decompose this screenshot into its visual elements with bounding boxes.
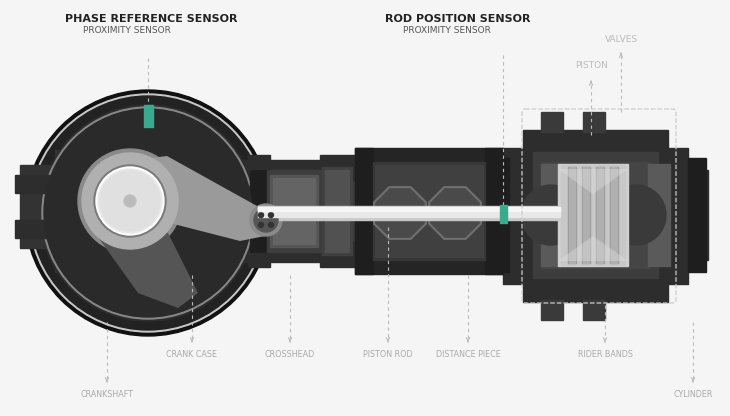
Bar bbox=[485, 148, 503, 274]
Text: PISTON: PISTON bbox=[575, 61, 608, 70]
Bar bbox=[273, 178, 315, 244]
Circle shape bbox=[42, 107, 254, 319]
Circle shape bbox=[25, 90, 271, 336]
Circle shape bbox=[125, 196, 135, 206]
Text: RIDER BANDS: RIDER BANDS bbox=[577, 350, 632, 359]
Bar bbox=[541, 300, 563, 320]
Text: DISTANCE PIECE: DISTANCE PIECE bbox=[436, 350, 500, 359]
Bar bbox=[688, 158, 706, 272]
Circle shape bbox=[94, 165, 166, 237]
Bar bbox=[491, 158, 509, 272]
Bar bbox=[325, 170, 349, 252]
Polygon shape bbox=[88, 218, 198, 308]
Bar bbox=[250, 163, 268, 259]
Bar bbox=[373, 162, 485, 260]
Text: PROXIMITY SENSOR: PROXIMITY SENSOR bbox=[83, 26, 171, 35]
Bar bbox=[558, 164, 628, 266]
Bar bbox=[55, 240, 450, 262]
Bar bbox=[375, 165, 483, 257]
Circle shape bbox=[269, 213, 274, 218]
Bar bbox=[533, 152, 658, 278]
Bar bbox=[596, 167, 604, 263]
Bar bbox=[500, 205, 507, 223]
Bar bbox=[503, 148, 531, 284]
Circle shape bbox=[40, 105, 256, 321]
Bar bbox=[611, 167, 617, 263]
Bar bbox=[569, 167, 575, 263]
Circle shape bbox=[521, 185, 581, 245]
Bar bbox=[498, 166, 508, 264]
Circle shape bbox=[96, 167, 164, 235]
Circle shape bbox=[124, 195, 136, 207]
Bar bbox=[322, 167, 352, 255]
Text: PROXIMITY SENSOR: PROXIMITY SENSOR bbox=[403, 26, 491, 35]
Bar bbox=[541, 164, 561, 266]
Bar bbox=[523, 130, 668, 150]
Bar bbox=[320, 155, 355, 167]
Bar bbox=[648, 164, 670, 266]
Circle shape bbox=[250, 204, 282, 236]
Bar bbox=[15, 175, 57, 193]
Bar bbox=[541, 162, 650, 268]
Circle shape bbox=[258, 213, 264, 218]
Bar bbox=[568, 167, 576, 263]
Bar bbox=[258, 207, 560, 217]
Bar bbox=[355, 254, 503, 274]
Text: VALVES: VALVES bbox=[604, 35, 637, 44]
Text: ROD POSITION SENSOR: ROD POSITION SENSOR bbox=[385, 14, 531, 24]
Bar bbox=[55, 160, 450, 182]
Bar bbox=[583, 112, 605, 132]
Bar bbox=[660, 148, 688, 284]
Circle shape bbox=[29, 94, 267, 332]
Bar bbox=[267, 170, 322, 252]
Circle shape bbox=[100, 171, 160, 231]
Bar bbox=[583, 167, 589, 263]
Circle shape bbox=[269, 223, 274, 228]
Bar bbox=[610, 167, 618, 263]
Circle shape bbox=[44, 109, 252, 317]
Bar bbox=[561, 165, 625, 265]
Circle shape bbox=[98, 169, 162, 233]
Circle shape bbox=[258, 223, 264, 228]
Circle shape bbox=[606, 185, 666, 245]
Circle shape bbox=[78, 149, 182, 253]
Bar bbox=[65, 186, 260, 236]
Text: CROSSHEAD: CROSSHEAD bbox=[265, 350, 315, 359]
Bar bbox=[60, 182, 440, 240]
Bar bbox=[15, 220, 57, 238]
Bar bbox=[258, 207, 560, 211]
Bar bbox=[597, 167, 603, 263]
Text: CYLINDER: CYLINDER bbox=[673, 390, 712, 399]
Bar bbox=[320, 255, 355, 267]
Text: CRANKSHAFT: CRANKSHAFT bbox=[80, 390, 134, 399]
Text: PISTON ROD: PISTON ROD bbox=[364, 350, 412, 359]
Bar bbox=[355, 148, 373, 274]
Circle shape bbox=[254, 208, 278, 232]
Text: PHASE REFERENCE SENSOR: PHASE REFERENCE SENSOR bbox=[65, 14, 237, 24]
Bar bbox=[582, 167, 590, 263]
Polygon shape bbox=[558, 236, 628, 261]
Bar bbox=[55, 150, 175, 165]
Circle shape bbox=[82, 153, 178, 249]
Bar bbox=[541, 112, 563, 132]
Bar bbox=[355, 148, 503, 168]
Polygon shape bbox=[558, 169, 628, 194]
Bar bbox=[698, 170, 708, 260]
Text: CRANK CASE: CRANK CASE bbox=[166, 350, 218, 359]
Circle shape bbox=[31, 96, 265, 330]
Bar bbox=[523, 284, 668, 302]
Bar bbox=[248, 253, 270, 267]
Polygon shape bbox=[374, 187, 426, 239]
Bar bbox=[583, 300, 605, 320]
Polygon shape bbox=[123, 156, 270, 241]
Bar bbox=[258, 206, 560, 220]
Bar bbox=[530, 148, 660, 284]
Bar bbox=[248, 155, 270, 169]
Bar bbox=[144, 105, 153, 127]
Bar bbox=[20, 165, 52, 248]
Bar bbox=[270, 175, 318, 247]
Bar bbox=[55, 257, 175, 272]
Polygon shape bbox=[429, 187, 481, 239]
